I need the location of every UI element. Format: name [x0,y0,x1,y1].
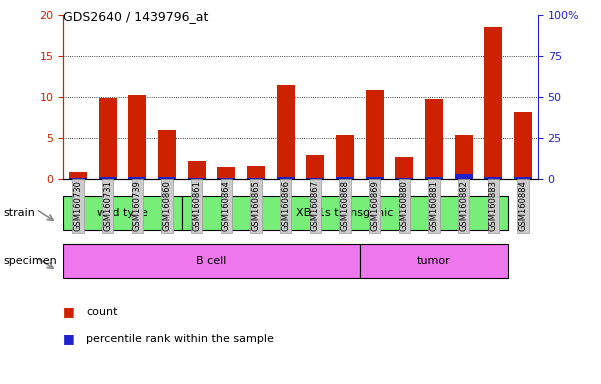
Bar [366,177,383,179]
Bar [247,166,265,179]
Bar [514,177,532,179]
Text: percentile rank within the sample: percentile rank within the sample [86,334,274,344]
Text: ■: ■ [63,332,75,345]
Text: GSM160865: GSM160865 [251,180,260,231]
Text: GSM160867: GSM160867 [311,180,320,232]
Bar [307,178,325,179]
Bar [366,91,383,179]
FancyBboxPatch shape [182,196,508,230]
Text: tumor: tumor [417,256,451,266]
Bar [336,177,354,179]
Bar [425,99,443,179]
Text: strain: strain [3,208,35,218]
Bar [455,135,472,179]
Text: GSM160861: GSM160861 [192,180,201,231]
Bar [158,177,176,179]
Text: GSM160866: GSM160866 [281,180,290,232]
Text: specimen: specimen [3,256,56,266]
Bar [218,178,235,179]
Bar [395,178,413,179]
Text: ■: ■ [63,305,75,318]
Text: GSM160880: GSM160880 [400,180,409,231]
Bar [425,177,443,179]
Text: GSM160731: GSM160731 [103,180,112,231]
Bar [455,174,472,179]
Bar [484,177,502,179]
Text: count: count [86,307,117,317]
Text: GSM160860: GSM160860 [162,180,171,231]
Text: GSM160883: GSM160883 [489,180,498,232]
Text: B cell: B cell [197,256,227,266]
Bar [129,177,146,179]
Bar [158,131,176,179]
Bar [99,98,117,179]
Text: GDS2640 / 1439796_at: GDS2640 / 1439796_at [63,10,209,23]
Bar [276,85,294,179]
Bar [218,167,235,179]
Bar [247,178,265,179]
Bar [276,177,294,179]
Bar [514,112,532,179]
Bar [307,155,325,179]
Bar [484,27,502,179]
Bar [188,178,206,179]
Text: GSM160882: GSM160882 [459,180,468,231]
Text: GSM160730: GSM160730 [73,180,82,231]
Bar [188,161,206,179]
Bar [129,94,146,179]
Text: GSM160869: GSM160869 [370,180,379,231]
Bar [395,157,413,179]
Text: XBP1s transgenic: XBP1s transgenic [296,208,394,218]
Bar [99,177,117,179]
Text: GSM160884: GSM160884 [519,180,528,231]
Text: GSM160868: GSM160868 [341,180,350,232]
FancyBboxPatch shape [360,244,508,278]
Text: GSM160739: GSM160739 [133,180,142,231]
Text: GSM160864: GSM160864 [222,180,231,231]
Text: GSM160881: GSM160881 [430,180,439,231]
FancyBboxPatch shape [63,244,360,278]
Bar [336,135,354,179]
Bar [69,172,87,179]
Text: wild type: wild type [97,208,148,218]
FancyBboxPatch shape [63,196,182,230]
